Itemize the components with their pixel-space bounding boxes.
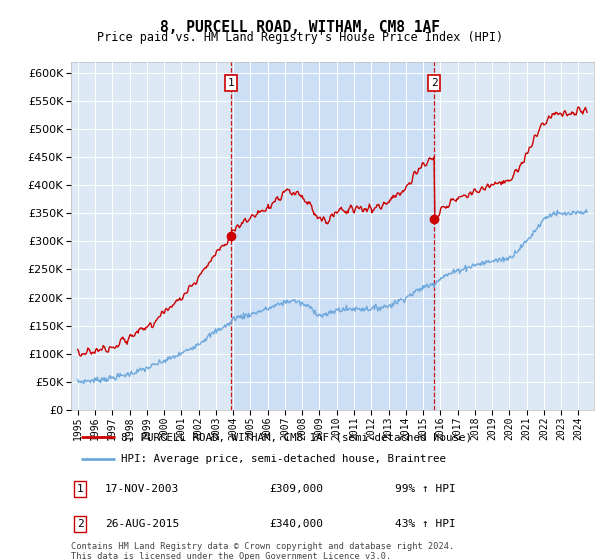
Text: HPI: Average price, semi-detached house, Braintree: HPI: Average price, semi-detached house,… — [121, 454, 446, 464]
Text: 8, PURCELL ROAD, WITHAM, CM8 1AF (semi-detached house): 8, PURCELL ROAD, WITHAM, CM8 1AF (semi-d… — [121, 432, 472, 442]
Text: 43% ↑ HPI: 43% ↑ HPI — [395, 519, 456, 529]
Text: Contains HM Land Registry data © Crown copyright and database right 2024.
This d: Contains HM Land Registry data © Crown c… — [71, 542, 454, 560]
Text: £309,000: £309,000 — [269, 484, 323, 494]
Text: 2: 2 — [431, 78, 437, 88]
Text: 2: 2 — [77, 519, 83, 529]
Text: £340,000: £340,000 — [269, 519, 323, 529]
Text: 99% ↑ HPI: 99% ↑ HPI — [395, 484, 456, 494]
Text: 8, PURCELL ROAD, WITHAM, CM8 1AF: 8, PURCELL ROAD, WITHAM, CM8 1AF — [160, 20, 440, 35]
Text: 26-AUG-2015: 26-AUG-2015 — [105, 519, 179, 529]
Text: 1: 1 — [77, 484, 83, 494]
Text: 1: 1 — [227, 78, 235, 88]
Text: Price paid vs. HM Land Registry's House Price Index (HPI): Price paid vs. HM Land Registry's House … — [97, 31, 503, 44]
Text: 17-NOV-2003: 17-NOV-2003 — [105, 484, 179, 494]
Bar — [231, 62, 434, 410]
